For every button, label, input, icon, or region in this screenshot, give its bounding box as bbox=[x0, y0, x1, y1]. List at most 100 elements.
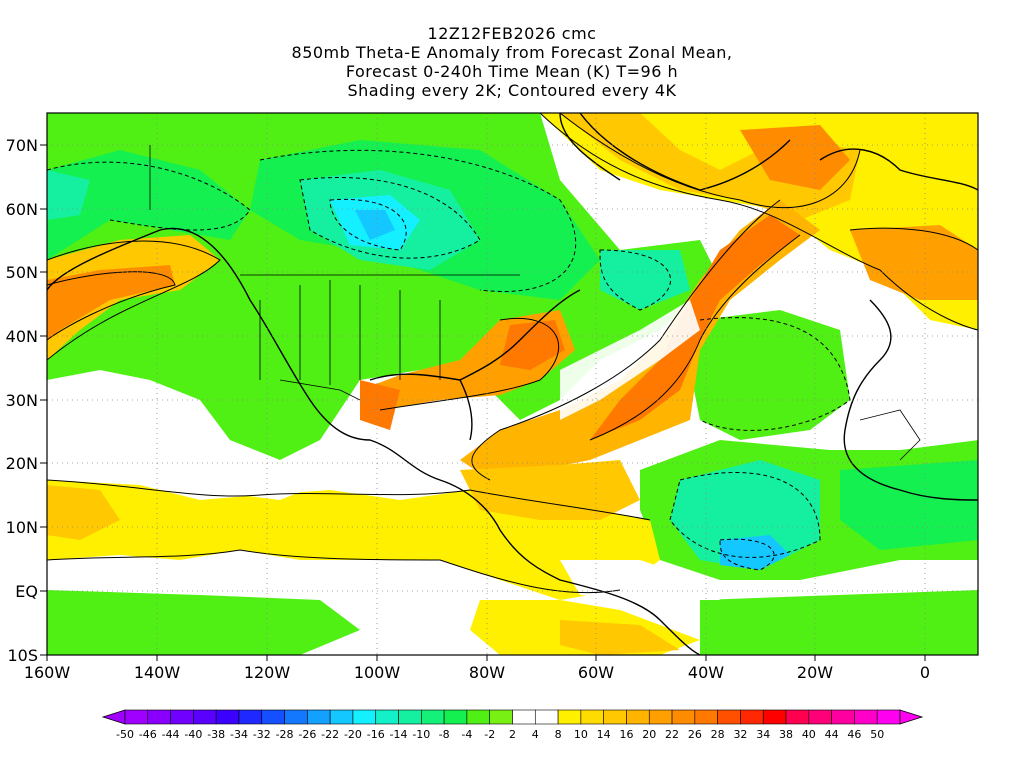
colorbar-tick-label: -32 bbox=[253, 728, 271, 741]
lat-label-60n: 60N bbox=[6, 200, 38, 219]
colorbar-swatch bbox=[375, 709, 399, 725]
colorbar-swatch bbox=[854, 709, 878, 725]
chart-title: 12Z12FEB2026 cmc 850mb Theta-E Anomaly f… bbox=[0, 24, 1024, 100]
colorbar-swatch bbox=[261, 709, 285, 725]
lon-label-60w: 60W bbox=[578, 663, 614, 682]
colorbar-tick-label: -50 bbox=[116, 728, 134, 741]
colorbar-tick-label: -44 bbox=[162, 728, 180, 741]
colorbar-tick-label: 20 bbox=[642, 728, 656, 741]
title-line-3: Forecast 0-240h Time Mean (K) T=96 h bbox=[345, 62, 679, 81]
lat-label-eq: EQ bbox=[15, 582, 38, 601]
colorbar-tick-label: -16 bbox=[367, 728, 385, 741]
lat-label-20n: 20N bbox=[6, 454, 38, 473]
lat-label-40n: 40N bbox=[6, 327, 38, 346]
latitude-axis: 70N 60N 50N 40N 30N 20N 10N EQ 10S bbox=[6, 136, 47, 665]
colorbar-swatch bbox=[534, 709, 559, 725]
map-frame bbox=[46, 112, 979, 656]
colorbar-tick-label: 2 bbox=[509, 728, 516, 741]
colorbar-swatch bbox=[147, 709, 171, 725]
colorbar-tick-label: -20 bbox=[344, 728, 362, 741]
colorbar-swatch bbox=[740, 709, 764, 725]
colorbar-arrow-right bbox=[899, 709, 924, 725]
colorbar-swatch bbox=[489, 709, 513, 725]
colorbar-tick-label: 34 bbox=[756, 728, 770, 741]
lon-label-20w: 20W bbox=[797, 663, 833, 682]
political-borders bbox=[149, 145, 921, 461]
title-line-4: Shading every 2K; Contoured every 4K bbox=[347, 81, 677, 100]
colorbar-swatch bbox=[762, 709, 787, 725]
colorbar-swatch bbox=[785, 709, 810, 725]
colorbar-swatch bbox=[626, 709, 650, 725]
contour-lines-negative bbox=[47, 149, 851, 571]
graticule bbox=[47, 113, 978, 655]
colorbar-swatch bbox=[398, 709, 422, 725]
colorbar-tick-label: 32 bbox=[733, 728, 747, 741]
colorbar-tick-label: -14 bbox=[390, 728, 408, 741]
map-plot-area bbox=[47, 113, 978, 655]
colorbar-swatch bbox=[831, 709, 855, 725]
colorbar-swatch bbox=[443, 709, 468, 725]
colorbar-swatch bbox=[215, 709, 240, 725]
colorbar-swatch bbox=[124, 709, 149, 725]
colorbar-swatch bbox=[603, 709, 627, 725]
title-line-2: 850mb Theta-E Anomaly from Forecast Zona… bbox=[291, 43, 733, 62]
title-line-1: 12Z12FEB2026 cmc bbox=[427, 24, 597, 43]
lat-label-30n: 30N bbox=[6, 391, 38, 410]
colorbar-swatch bbox=[648, 709, 673, 725]
colorbar-swatch bbox=[170, 709, 194, 725]
colorbar-tick-label: 16 bbox=[619, 728, 633, 741]
contour-lines bbox=[47, 113, 978, 594]
colorbar-tick-label: 8 bbox=[555, 728, 562, 741]
colorbar-tick-label: -8 bbox=[439, 728, 450, 741]
lat-label-10s: 10S bbox=[7, 646, 38, 665]
colorbar-tick-label: -38 bbox=[207, 728, 225, 741]
lon-label-80w: 80W bbox=[469, 663, 505, 682]
colorbar-tick-label: -22 bbox=[321, 728, 339, 741]
colorbar-tick-label: -10 bbox=[412, 728, 430, 741]
colorbar-swatch bbox=[284, 709, 308, 725]
colorbar-tick-label: 50 bbox=[870, 728, 884, 741]
colorbar-tick-label: 22 bbox=[665, 728, 679, 741]
colorbar-arrow-left bbox=[101, 709, 126, 725]
colorbar-swatch bbox=[694, 709, 718, 725]
lat-label-10n: 10N bbox=[6, 518, 38, 537]
colorbar-tick-label: 44 bbox=[825, 728, 839, 741]
colorbar-tick-label: 38 bbox=[779, 728, 793, 741]
colorbar-tick-label: -46 bbox=[139, 728, 157, 741]
anomaly-shading-negative bbox=[47, 113, 978, 655]
colorbar-tick-label: -34 bbox=[230, 728, 248, 741]
colorbar-tick-label: -2 bbox=[484, 728, 495, 741]
lon-label-140w: 140W bbox=[134, 663, 181, 682]
colorbar-tick-label: 14 bbox=[597, 728, 611, 741]
colorbar-tick-label: 4 bbox=[532, 728, 539, 741]
colorbar-tick-label: -26 bbox=[298, 728, 316, 741]
colorbar-swatch bbox=[557, 709, 582, 725]
lon-label-0: 0 bbox=[920, 663, 930, 682]
colorbar-swatch bbox=[580, 709, 604, 725]
colorbar-swatch bbox=[466, 709, 491, 725]
colorbar-tick-label: 40 bbox=[802, 728, 816, 741]
colorbar-tick-label: 10 bbox=[574, 728, 588, 741]
colorbar: -50 -46 -44 -40 -38 -34 -32 -28 -26 -22 -20 -16 -14-… bbox=[101, 709, 924, 741]
colorbar-tick-label: 26 bbox=[688, 728, 702, 741]
longitude-axis: 160W 140W 120W 100W 80W 60W 40W 20W 0 bbox=[24, 655, 930, 682]
colorbar-tick-label: 28 bbox=[711, 728, 725, 741]
colorbar-tick-label: -28 bbox=[276, 728, 294, 741]
lon-label-120w: 120W bbox=[244, 663, 291, 682]
neutral-bands bbox=[47, 300, 978, 600]
colorbar-swatch bbox=[329, 709, 354, 725]
colorbar-swatch bbox=[421, 709, 445, 725]
colorbar-swatch bbox=[512, 709, 536, 725]
colorbar-swatch bbox=[876, 709, 901, 725]
colorbar-swatch bbox=[238, 709, 263, 725]
colorbar-swatch bbox=[671, 709, 696, 725]
colorbar-tick-label: 46 bbox=[847, 728, 861, 741]
colorbar-swatch bbox=[352, 709, 377, 725]
lon-label-40w: 40W bbox=[688, 663, 724, 682]
lat-label-50n: 50N bbox=[6, 263, 38, 282]
colorbar-tick-label: -40 bbox=[184, 728, 202, 741]
colorbar-swatch bbox=[193, 709, 217, 725]
lat-label-70n: 70N bbox=[6, 136, 38, 155]
colorbar-swatch bbox=[717, 709, 741, 725]
